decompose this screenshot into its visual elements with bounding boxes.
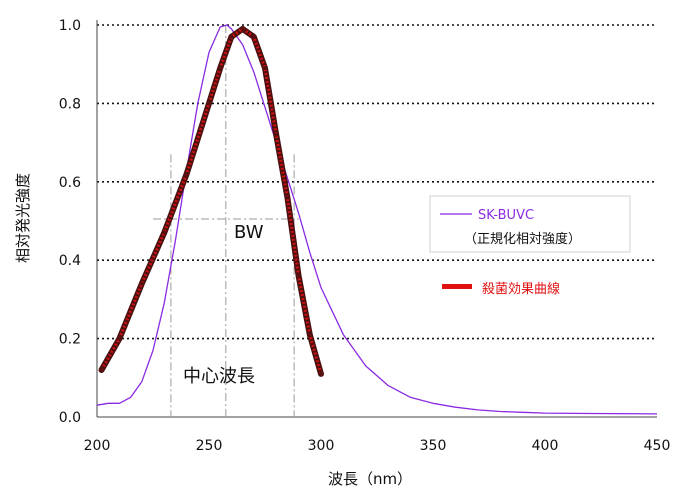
germicidal-point-1 bbox=[117, 336, 122, 341]
germicidal-point-10 bbox=[263, 66, 267, 71]
x-tick-label-3: 350 bbox=[420, 438, 447, 454]
germicidal-point-9 bbox=[251, 34, 256, 39]
legend: SK-BUVC （正規化相対強度） 殺菌効果曲線 bbox=[429, 195, 631, 297]
germicidal-point-6 bbox=[218, 66, 223, 71]
axes bbox=[96, 20, 657, 418]
germicidal-point-11 bbox=[274, 132, 279, 137]
x-tick-label-0: 200 bbox=[84, 438, 111, 454]
series-line-germicidal bbox=[98, 25, 324, 377]
center-wavelength-label: 中心波長 bbox=[183, 366, 255, 387]
legend-label-germicidal: 殺菌効果曲線 bbox=[482, 281, 560, 297]
legend-label-sk-buvc: SK-BUVC bbox=[478, 208, 534, 223]
y-tick-label-0: 0.0 bbox=[59, 410, 81, 426]
legend-swatch-germicidal bbox=[442, 284, 472, 289]
gridlines bbox=[97, 24, 657, 340]
y-tick-label-4: 0.8 bbox=[59, 96, 81, 112]
germicidal-point-12 bbox=[285, 195, 290, 200]
y-tick-label-1: 0.2 bbox=[59, 332, 81, 348]
bw-label: BW bbox=[234, 222, 264, 243]
germicidal-point-15 bbox=[319, 371, 323, 376]
x-tick-label-1: 250 bbox=[196, 438, 223, 454]
tick-labels: 0.0 0.2 0.4 0.6 0.8 1.0 200 250 300 350 400 450 bbox=[59, 18, 671, 454]
legend-box bbox=[429, 195, 631, 253]
germicidal-point-8 bbox=[240, 26, 245, 31]
x-tick-label-2: 300 bbox=[308, 438, 335, 454]
x-tick-label-5: 450 bbox=[644, 438, 671, 454]
germicidal-point-14 bbox=[307, 332, 312, 337]
germicidal-point-4 bbox=[184, 171, 189, 176]
germicidal-point-0 bbox=[99, 367, 104, 372]
x-axis-title: 波長（nm） bbox=[328, 470, 412, 488]
y-tick-label-5: 1.0 bbox=[59, 18, 81, 34]
y-axis-title: 相対発光強度 bbox=[14, 173, 32, 263]
germicidal-point-3 bbox=[162, 230, 167, 235]
series-line-sk-buvc bbox=[96, 24, 658, 415]
series-group bbox=[96, 24, 658, 415]
germicidal-point-13 bbox=[296, 273, 301, 278]
germicidal-point-2 bbox=[139, 281, 144, 286]
y-tick-label-3: 0.6 bbox=[59, 175, 81, 191]
legend-label-sk-buvc-sub: （正規化相対強度） bbox=[464, 231, 581, 247]
germicidal-point-5 bbox=[207, 101, 211, 106]
germicidal-point-7 bbox=[229, 34, 234, 39]
germicidal-curve-inner bbox=[100, 27, 323, 375]
y-tick-label-2: 0.4 bbox=[59, 253, 81, 269]
x-tick-label-4: 400 bbox=[532, 438, 559, 454]
